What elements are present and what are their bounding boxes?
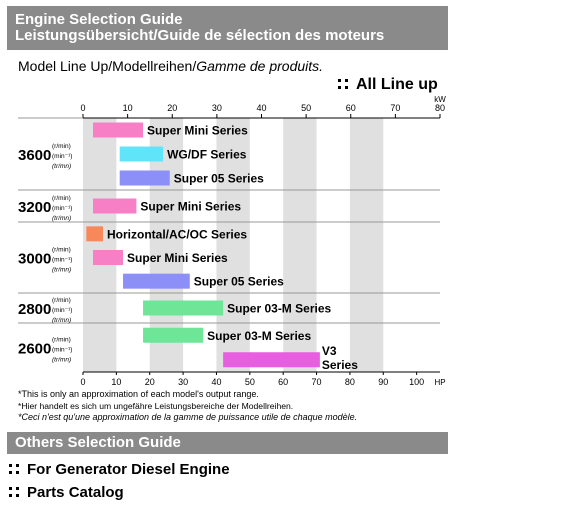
bottom-tick-label: 100 xyxy=(409,377,424,387)
top-tick-label: 20 xyxy=(167,103,177,113)
bottom-tick-label: 60 xyxy=(278,377,288,387)
series-bar xyxy=(93,250,124,265)
footnote-en: *This is only an approximation of each m… xyxy=(18,389,259,399)
rpm-label: 2600 xyxy=(18,341,51,358)
series-bar xyxy=(143,300,224,316)
generator-link-label: For Generator Diesel Engine xyxy=(27,461,230,478)
rpm-unit-label: (tr/mn) xyxy=(52,215,71,222)
rpm-unit-label: (min⁻¹) xyxy=(52,205,72,212)
bottom-tick-label: 70 xyxy=(312,377,322,387)
rpm-unit-label: (min⁻¹) xyxy=(52,347,72,354)
bottom-tick-label: 30 xyxy=(178,377,188,387)
bottom-tick-label: 50 xyxy=(245,377,255,387)
series-label: WG/DF Series xyxy=(167,148,247,162)
rpm-unit-label: (tr/mn) xyxy=(52,317,71,324)
header-title-line1: Engine Selection Guide xyxy=(15,11,183,28)
rpm-unit-label: (tr/mn) xyxy=(52,163,71,170)
rpm-unit-label: (r/min) xyxy=(52,143,71,150)
rpm-unit-label: (min⁻¹) xyxy=(52,153,72,160)
top-tick-label: 10 xyxy=(123,103,133,113)
series-label: Super 03-M Series xyxy=(227,302,331,316)
bullet-dots-icon xyxy=(9,487,21,499)
series-bar xyxy=(86,226,104,242)
top-tick-label: 80 xyxy=(435,103,445,113)
grid-band xyxy=(283,118,317,372)
series-bar xyxy=(123,273,190,289)
rpm-unit-label: (tr/mn) xyxy=(52,357,71,364)
others-header: Others Selection Guide xyxy=(7,432,448,454)
series-bar xyxy=(119,170,170,186)
top-tick-label: 60 xyxy=(346,103,356,113)
bottom-tick-label: 20 xyxy=(145,377,155,387)
grid-band xyxy=(83,118,117,372)
parts-catalog-link[interactable]: Parts Catalog xyxy=(9,484,124,501)
footnote-fr: *Ceci n'est qu'une approximation de la g… xyxy=(18,412,358,422)
rpm-unit-label: (min⁻¹) xyxy=(52,307,72,314)
series-label: Super Mini Series xyxy=(127,251,228,265)
top-axis-unit: kW xyxy=(434,95,446,104)
series-bar xyxy=(143,327,204,343)
header-title-line2: Leistungsübersicht/Guide de sélection de… xyxy=(15,27,385,44)
subtitle-part2: Gamme de produits. xyxy=(196,58,324,74)
series-label: Super Mini Series xyxy=(147,124,248,138)
grid-band xyxy=(349,118,384,372)
series-bar xyxy=(93,122,144,138)
bottom-tick-label: 90 xyxy=(378,377,388,387)
all-line-up-link[interactable]: All Line up xyxy=(338,76,438,94)
engine-guide-header: Engine Selection Guide Leistungsübersich… xyxy=(7,6,448,50)
bottom-tick-label: 80 xyxy=(345,377,355,387)
rpm-unit-label: (min⁻¹) xyxy=(52,257,72,264)
rpm-label: 3000 xyxy=(18,251,51,268)
series-label: Super 05 Series xyxy=(174,172,264,186)
bottom-tick-label: 40 xyxy=(211,377,221,387)
rpm-unit-label: (r/min) xyxy=(52,297,71,304)
bottom-axis-unit: HP xyxy=(434,378,445,387)
all-line-up-label: All Line up xyxy=(356,76,438,93)
rpm-unit-label: (r/min) xyxy=(52,247,71,254)
generator-diesel-engine-link[interactable]: For Generator Diesel Engine xyxy=(9,461,230,478)
rpm-label: 2800 xyxy=(18,301,51,318)
series-bar xyxy=(223,352,320,368)
rpm-label: 3200 xyxy=(18,199,51,216)
top-tick-label: 30 xyxy=(212,103,222,113)
model-lineup-subtitle: Model Line Up/Modellreihen/Gamme de prod… xyxy=(18,58,323,74)
top-tick-label: 50 xyxy=(301,103,311,113)
series-label: Super Mini Series xyxy=(140,200,241,214)
bottom-tick-label: 10 xyxy=(111,377,121,387)
footnote-de: *Hier handelt es sich um ungefähre Leist… xyxy=(18,401,294,411)
rpm-unit-label: (r/min) xyxy=(52,337,71,344)
rpm-unit-label: (tr/mn) xyxy=(52,267,71,274)
parts-catalog-link-label: Parts Catalog xyxy=(27,484,124,501)
series-label: V3 xyxy=(322,344,337,358)
bullet-dots-icon xyxy=(9,464,21,476)
bottom-tick-label: 0 xyxy=(80,377,85,387)
rpm-label: 3600 xyxy=(18,147,51,164)
series-bar xyxy=(93,198,137,214)
top-tick-label: 40 xyxy=(256,103,266,113)
series-bar xyxy=(119,146,164,162)
top-tick-label: 0 xyxy=(80,103,85,113)
subtitle-part1: Model Line Up/Modellreihen/ xyxy=(18,58,197,74)
bullet-dots-icon xyxy=(338,78,350,91)
series-label: Horizontal/AC/OC Series xyxy=(107,227,247,241)
series-label: Super 05 Series xyxy=(194,275,284,289)
series-label: Series xyxy=(322,358,358,372)
top-tick-label: 70 xyxy=(390,103,400,113)
series-label: Super 03-M Series xyxy=(207,329,311,343)
grid-band xyxy=(216,118,250,372)
rpm-unit-label: (r/min) xyxy=(52,195,71,202)
